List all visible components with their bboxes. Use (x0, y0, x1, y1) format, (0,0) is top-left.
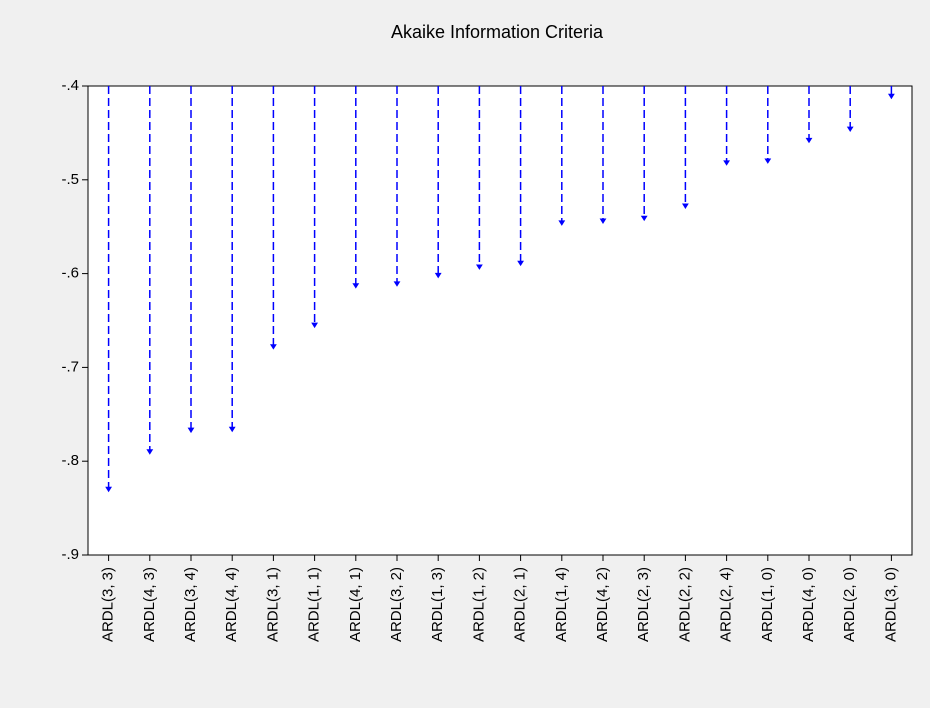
point-marker (517, 260, 525, 267)
y-tick-label: -.8 (61, 452, 79, 469)
x-tick-label: ARDL(4, 0) (800, 567, 817, 642)
point-marker (887, 93, 895, 100)
x-tick-label: ARDL(2, 4) (718, 567, 735, 642)
x-tick-label: ARDL(4, 4) (223, 567, 240, 642)
x-tick-label: ARDL(3, 2) (388, 567, 405, 642)
point-marker (475, 264, 483, 270)
y-tick-label: -.7 (61, 358, 79, 375)
x-tick-label: ARDL(2, 0) (841, 567, 858, 642)
x-tick-label: ARDL(1, 0) (759, 567, 776, 642)
point-marker (558, 220, 566, 226)
point-marker (311, 322, 319, 329)
plot-area (87, 85, 913, 556)
point-marker (352, 283, 360, 289)
x-tick-label: ARDL(3, 0) (882, 567, 899, 642)
point-marker (599, 218, 607, 224)
x-tick-label: ARDL(4, 3) (141, 567, 158, 642)
x-tick-label: ARDL(2, 2) (676, 567, 693, 642)
point-marker (434, 272, 442, 279)
point-marker (681, 203, 689, 209)
y-tick-label: -.5 (61, 171, 79, 188)
x-tick-label: ARDL(2, 3) (635, 567, 652, 642)
y-tick-label: -.6 (61, 265, 79, 282)
x-tick-label: ARDL(2, 1) (512, 567, 529, 642)
point-marker (805, 137, 813, 144)
point-marker (640, 215, 648, 222)
x-tick-label: ARDL(3, 3) (100, 567, 117, 642)
y-tick-label: -.4 (61, 77, 79, 94)
point-marker (393, 281, 401, 287)
chart-title: Akaike Information Criteria (391, 22, 604, 42)
point-marker (846, 126, 854, 133)
point-marker (228, 426, 236, 433)
x-tick-label: ARDL(1, 1) (306, 567, 323, 642)
x-tick-label: ARDL(3, 1) (264, 567, 281, 642)
x-tick-label: ARDL(4, 1) (347, 567, 364, 642)
x-tick-label: ARDL(1, 2) (470, 567, 487, 642)
point-marker (269, 344, 277, 350)
point-marker (723, 160, 731, 166)
x-tick-label: ARDL(1, 4) (553, 567, 570, 642)
point-marker (764, 158, 772, 164)
point-marker (105, 486, 113, 493)
point-marker (187, 427, 195, 434)
point-marker (146, 449, 154, 455)
x-tick-label: ARDL(4, 2) (594, 567, 611, 642)
x-tick-label: ARDL(1, 3) (429, 567, 446, 642)
x-tick-label: ARDL(3, 4) (182, 567, 199, 642)
y-tick-label: -.9 (61, 546, 79, 563)
